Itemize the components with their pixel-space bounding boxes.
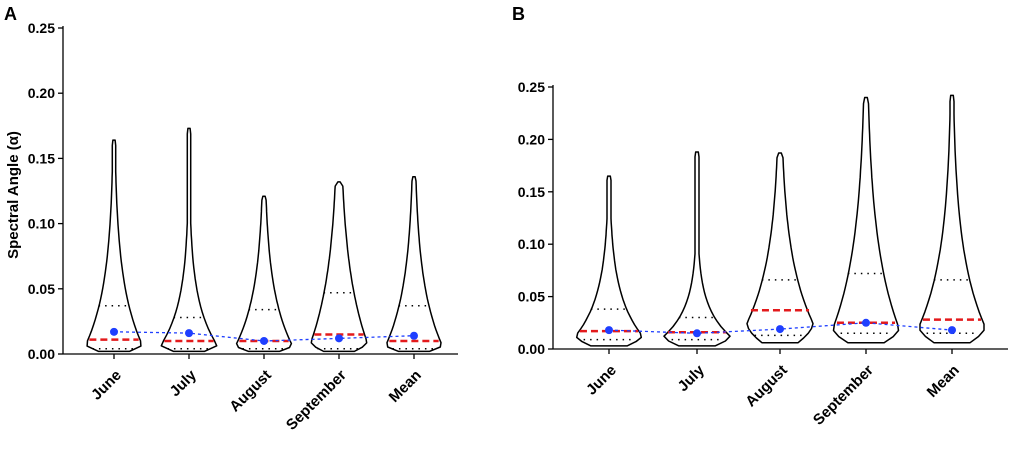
panel-a-violin xyxy=(310,181,368,353)
panel-b-mean-point xyxy=(948,326,956,335)
panel-b-y-tick-label: 0.15 xyxy=(518,184,545,200)
panel-b-y-tick-label: 0.05 xyxy=(518,289,545,305)
panel-b-y-tick-label: 0.20 xyxy=(518,131,545,147)
panel-b-violin xyxy=(575,175,643,347)
panel-a-mean-point xyxy=(335,334,343,343)
panel-a-y-tick-label: 0.15 xyxy=(28,150,55,166)
panel-b-label: B xyxy=(512,4,525,24)
panel-a-y-tick-label: 0.10 xyxy=(28,216,55,232)
panel-b-x-tick-label: June xyxy=(583,362,620,399)
panel-a-violin xyxy=(386,175,442,353)
panel-a-y-tick-label: 0.00 xyxy=(28,346,55,362)
panel-a-y-tick-label: 0.05 xyxy=(28,281,55,297)
panel-b-mean-point xyxy=(862,318,870,327)
panel-b-x-tick-label: September xyxy=(810,362,877,429)
panel-b-violin xyxy=(832,96,900,344)
panel-b-mean-point xyxy=(693,329,701,338)
panel-a-mean-point xyxy=(410,331,418,340)
panel-b-y-tick-label: 0.10 xyxy=(518,236,545,252)
panel-b-x-tick-label: August xyxy=(742,362,791,411)
panel-a-violin xyxy=(160,127,218,353)
panel-a-y-axis-title: Spectral Angle (α) xyxy=(5,131,22,259)
panel-a-x-tick-label: September xyxy=(283,367,350,434)
panel-b-mean-point xyxy=(776,325,784,334)
panel-a-x-tick-label: August xyxy=(226,367,275,416)
panel-a-violin xyxy=(235,195,293,353)
panel-a-mean-point xyxy=(185,329,193,338)
panel-b-x-tick-label: July xyxy=(675,361,709,395)
panel-b-violin xyxy=(919,94,985,344)
panel-a-label: A xyxy=(4,4,17,24)
panel-b-x-tick-label: Mean xyxy=(924,362,963,401)
panel-a: A Spectral Angle (α) 0.00 0.05 0.10 0.15 0.2… xyxy=(4,4,458,434)
panel-a-y-tick-label: 0.20 xyxy=(28,85,55,101)
panel-a-mean-point xyxy=(260,336,268,345)
panel-b-violin xyxy=(663,151,731,347)
panel-a-mean-point xyxy=(110,327,118,336)
panel-a-violin xyxy=(86,139,142,353)
panel-b-mean-point xyxy=(605,326,613,335)
panel-b: B 0.00 0.05 0.10 0.15 0.20 0.25 June July August… xyxy=(512,4,1008,429)
panel-a-x-tick-label: Mean xyxy=(386,367,425,406)
panel-a-x-tick-label: July xyxy=(167,366,201,400)
panel-b-violin xyxy=(746,152,814,344)
panel-b-y-tick-label: 0.00 xyxy=(518,341,545,357)
panel-b-y-tick-label: 0.25 xyxy=(518,79,545,95)
panel-a-y-tick-label: 0.25 xyxy=(28,20,55,36)
panel-a-x-tick-label: June xyxy=(88,367,125,404)
